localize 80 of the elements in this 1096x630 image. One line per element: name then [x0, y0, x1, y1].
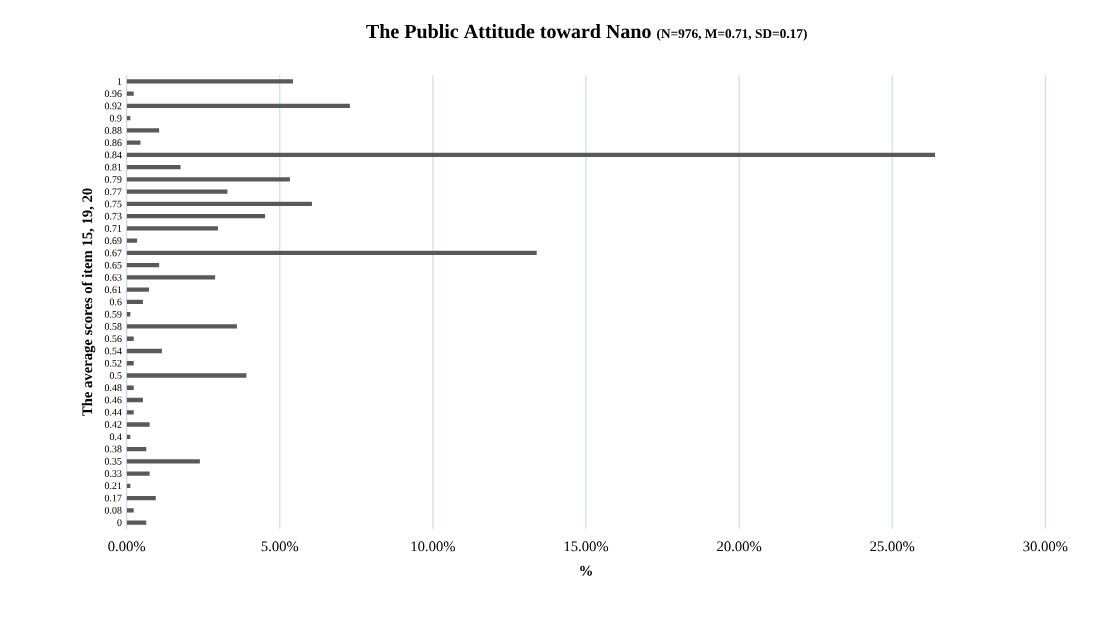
y-tick-label: 0.48	[104, 384, 122, 392]
y-tick-label: 0.77	[104, 188, 122, 196]
y-tick-label: 0.86	[104, 139, 122, 147]
bar	[126, 373, 247, 378]
bar	[126, 336, 134, 341]
y-tick-label: 0.52	[104, 359, 122, 367]
chart-subtitle: (N=976, M=0.71, SD=0.17)	[657, 28, 807, 41]
x-axis-title: %	[580, 565, 592, 576]
bar	[126, 79, 293, 84]
y-tick-label: 0.88	[104, 127, 122, 134]
bar	[126, 201, 312, 207]
bar	[126, 128, 160, 133]
bar	[126, 422, 150, 427]
bar	[126, 495, 156, 501]
x-tick-label: 10.00%	[411, 541, 455, 552]
bar	[126, 214, 266, 219]
bar	[126, 263, 160, 268]
y-tick-label: 0.81	[104, 163, 122, 171]
bar	[126, 361, 134, 366]
y-tick-label: 0.69	[104, 237, 122, 245]
y-tick-label: 0.08	[104, 506, 122, 514]
y-tick-label: 0.56	[104, 335, 122, 343]
bar	[126, 410, 134, 415]
bar	[126, 91, 134, 96]
y-tick-label: 0.79	[104, 176, 122, 183]
y-tick-label: 0.63	[104, 274, 122, 281]
y-tick-label: 0.71	[104, 225, 122, 232]
bar	[126, 385, 134, 390]
bar	[126, 177, 290, 182]
x-tick-label: 15.00%	[564, 541, 609, 552]
y-tick-label: 1	[117, 78, 122, 85]
bar	[126, 152, 936, 158]
bar	[126, 397, 143, 403]
bar	[126, 250, 537, 256]
y-tick-label: 0.33	[104, 470, 122, 477]
bar	[126, 275, 216, 280]
bar	[126, 165, 181, 170]
bar	[126, 508, 134, 513]
bar	[126, 189, 228, 194]
y-tick-label: 0.75	[104, 200, 122, 208]
y-tick-label: 0.84	[104, 151, 122, 159]
y-tick-label: 0.46	[104, 396, 122, 404]
y-tick-label: 0.96	[104, 90, 122, 98]
y-tick-label: 0.4	[109, 433, 122, 441]
bar	[126, 471, 150, 476]
x-tick-label: 30.00%	[1023, 541, 1068, 552]
y-tick-label: 0.38	[104, 445, 122, 453]
bar	[126, 348, 162, 354]
y-tick-label: 0.35	[104, 457, 122, 465]
x-tick-label: 20.00%	[717, 541, 762, 552]
bar	[126, 446, 147, 452]
x-tick-label: 0.00%	[108, 541, 146, 552]
bar	[126, 324, 237, 329]
y-tick-label: 0.5	[109, 372, 122, 379]
y-axis-title: The average scores of item 15, 19, 20	[81, 188, 96, 416]
y-tick-label: 0.92	[104, 102, 122, 110]
bar	[126, 287, 150, 292]
y-tick-label: 0.6	[109, 298, 122, 306]
y-tick-label: 0.54	[104, 347, 122, 355]
bar	[126, 226, 218, 231]
y-tick-label: 0	[117, 519, 122, 526]
y-tick-label: 0.42	[104, 421, 122, 428]
x-tick-label: 5.00%	[261, 541, 299, 552]
y-tick-label: 0.65	[104, 261, 122, 269]
y-tick-label: 0.17	[104, 494, 122, 502]
x-tick-label: 25.00%	[870, 541, 915, 552]
y-tick-label: 0.58	[104, 323, 122, 330]
bar	[126, 520, 147, 525]
bar	[126, 299, 143, 305]
y-tick-label: 0.59	[104, 310, 122, 318]
y-tick-label: 0.61	[104, 286, 122, 294]
chart-title: The Public Attitude toward Nano	[366, 24, 651, 39]
bar	[126, 238, 138, 243]
y-tick-label: 0.67	[104, 249, 122, 257]
y-tick-label: 0.44	[104, 408, 122, 416]
y-tick-label: 0.73	[104, 212, 122, 220]
y-tick-label: 0.9	[109, 114, 122, 122]
bar	[126, 103, 350, 109]
y-tick-label: 0.21	[104, 482, 122, 490]
bar	[126, 459, 200, 464]
